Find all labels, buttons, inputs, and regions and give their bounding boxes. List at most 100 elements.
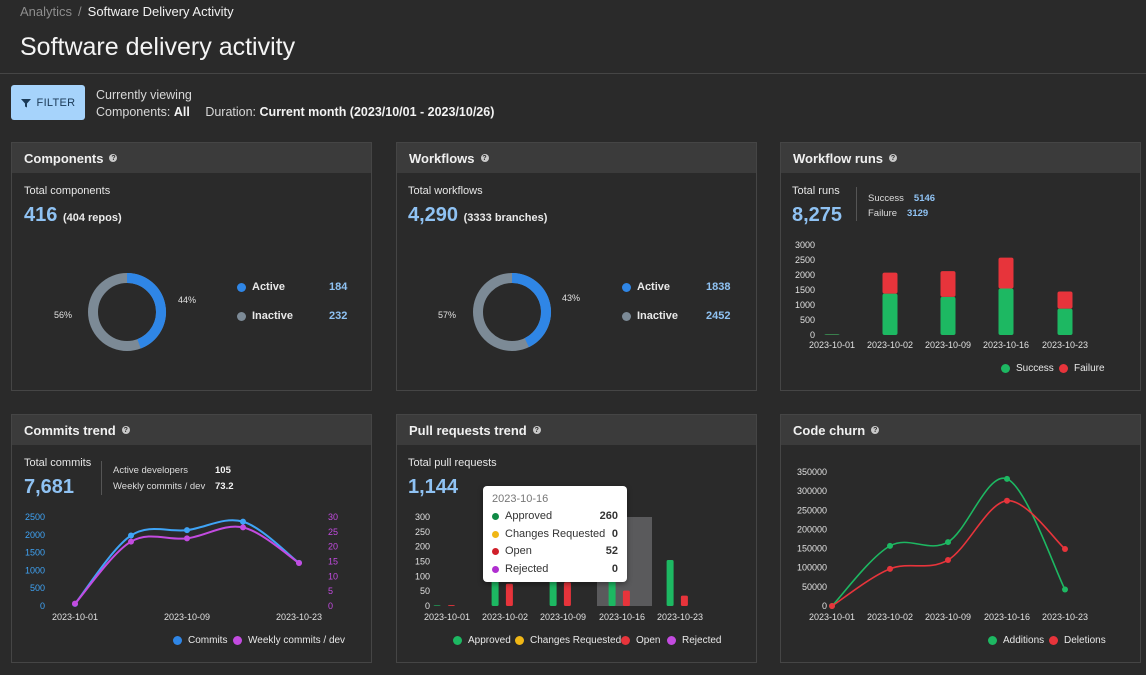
weekly-dot-icon	[233, 636, 242, 645]
legend-inactive-value: 232	[329, 310, 348, 322]
total-components-value: 416 (404 repos)	[24, 204, 122, 226]
y-tick-label: 1500	[795, 285, 815, 295]
failure-dot-icon	[1059, 364, 1068, 373]
duration-filter-value: Current month (2023/10/01 - 2023/10/26)	[259, 105, 495, 119]
legend-inactive: Inactive 232	[237, 310, 349, 322]
total-commits-value: 7,681	[24, 476, 75, 498]
y-tick-label: 250	[415, 527, 430, 537]
y-tick-label: 0	[425, 601, 430, 611]
donut-slice-active	[511, 273, 551, 348]
y-tick-label: 50000	[802, 582, 827, 592]
y-tick-label: 2500	[795, 255, 815, 265]
legend-approved: Approved	[453, 635, 511, 646]
commits-dot-icon	[173, 636, 182, 645]
help-icon[interactable]: ?	[109, 154, 118, 162]
tooltip-row-changes-requested: Changes Requested 0	[492, 528, 618, 540]
commits-card-title: Commits trend	[24, 422, 116, 438]
y-tick-label: 0	[822, 601, 827, 611]
header-divider	[0, 73, 1146, 74]
workflow-runs-card-header: Workflow runs ?	[781, 143, 1140, 173]
total-workflows-value: 4,290 (3333 branches)	[408, 204, 548, 226]
components-card-title: Components	[24, 150, 104, 166]
tooltip-row-approved: Approved 260	[492, 510, 618, 522]
bar-failure	[998, 257, 1014, 289]
bar-failure	[882, 272, 898, 294]
weekly-commits-point	[184, 535, 190, 542]
weekly-commits-stat: Weekly commits / dev 73.2	[113, 481, 234, 492]
deletions-point	[945, 557, 951, 564]
weekly-commits-point	[296, 559, 302, 566]
filter-icon	[20, 98, 31, 107]
y-tick-label: 2000	[795, 270, 815, 280]
x-tick-label: 2023-10-23	[1042, 612, 1088, 622]
total-components-label: Total components	[24, 185, 111, 197]
legend-open: Open	[621, 635, 660, 646]
approved-dot-icon	[453, 636, 462, 645]
filter-button[interactable]: FILTER	[11, 85, 85, 120]
tooltip-date: 2023-10-16	[492, 493, 549, 505]
weekly-commits-point	[72, 600, 78, 607]
donut-slice-active	[126, 273, 166, 349]
failure-stat-value: 3129	[907, 208, 929, 219]
legend-inactive-label: Inactive	[252, 310, 293, 322]
bar-success	[998, 288, 1014, 335]
total-pull-requests-label: Total pull requests	[408, 457, 497, 469]
commits-point	[240, 518, 246, 525]
inactive-percent: 57%	[438, 310, 457, 320]
active-percent: 43%	[562, 293, 581, 303]
x-tick-label: 2023-10-23	[276, 612, 322, 622]
bar-open	[563, 582, 571, 606]
bar-failure	[1057, 291, 1073, 309]
commits-trend-card: Commits trend ? Total commits 7,681 Acti…	[11, 414, 372, 663]
y-tick-label: 2000	[25, 530, 45, 540]
additions-point	[1004, 475, 1010, 482]
y-tick-label: 0	[40, 601, 45, 611]
x-tick-label: 2023-10-01	[809, 612, 855, 622]
pull-requests-card-title: Pull requests trend	[409, 422, 527, 438]
y-tick-label: 350000	[797, 467, 827, 477]
y-tick-label: 300000	[797, 486, 827, 496]
y-tick-label: 1000	[795, 300, 815, 310]
legend-active-label: Active	[637, 281, 671, 293]
components-card-header: Components ?	[12, 143, 371, 173]
y-tick-label: 150	[415, 557, 430, 567]
code-churn-card-title: Code churn	[793, 422, 866, 438]
help-icon[interactable]: ?	[121, 426, 130, 434]
success-stat: Success 5146	[868, 193, 936, 204]
viewing-label: Currently viewing	[96, 88, 192, 102]
tooltip-row-open: Open 52	[492, 545, 618, 557]
bar-open	[505, 583, 513, 606]
y-tick-label: 500	[30, 583, 45, 593]
bar-approved	[666, 560, 674, 606]
y-tick-label: 1500	[25, 548, 45, 558]
x-tick-label: 2023-10-01	[52, 612, 98, 622]
duration-filter-label: Duration:	[205, 105, 257, 119]
bar-success	[940, 296, 956, 335]
y2-tick-label: 25	[328, 527, 338, 537]
y2-tick-label: 15	[328, 557, 338, 567]
help-icon[interactable]: ?	[532, 426, 541, 434]
weekly-commits-point	[240, 524, 246, 531]
open-dot-icon	[621, 636, 630, 645]
x-tick-label: 2023-10-16	[983, 340, 1029, 350]
legend-commits: Commits	[173, 635, 227, 646]
commits-trend-chart: 0 500 1000 1500 2000 2500 0 5 10 15 20 25 30 2023-10-…	[25, 512, 338, 622]
bar-open	[622, 590, 630, 606]
help-icon[interactable]: ?	[889, 154, 898, 162]
tooltip-row-rejected: Rejected 0	[492, 563, 618, 575]
active-dot-icon	[237, 282, 246, 292]
help-icon[interactable]: ?	[871, 426, 880, 434]
weekly-commits-value: 73.2	[215, 481, 234, 492]
x-tick-label: 2023-10-09	[925, 612, 971, 622]
chart-tooltip: 2023-10-16 Approved 260 Changes Requested…	[483, 486, 627, 582]
y-tick-label: 3000	[795, 240, 815, 250]
bar-approved	[433, 605, 441, 606]
y-tick-label: 100	[415, 571, 430, 581]
y-tick-label: 100000	[797, 563, 827, 573]
workflow-runs-chart: 0 500 1000 1500 2000 2500 3000 2023-10-01 2023-1…	[795, 240, 1088, 350]
workflows-donut-chart	[473, 273, 551, 351]
breadcrumb-parent[interactable]: Analytics	[20, 4, 73, 19]
help-icon[interactable]: ?	[480, 154, 489, 162]
filter-button-label: FILTER	[36, 96, 76, 109]
x-tick-label: 2023-10-02	[482, 612, 528, 622]
